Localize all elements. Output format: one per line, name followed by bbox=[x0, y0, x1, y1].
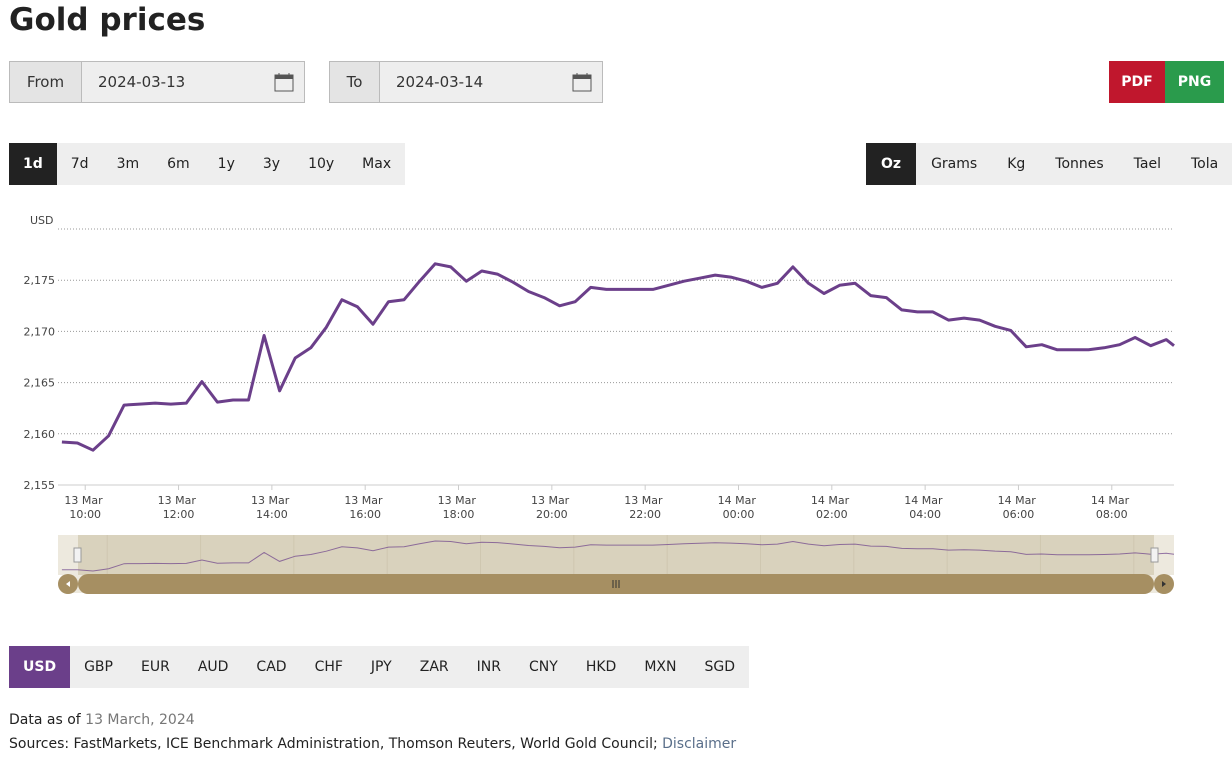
y-tick-label: 2,155 bbox=[24, 479, 56, 492]
pdf-button[interactable]: PDF bbox=[1109, 61, 1165, 103]
y-axis-label: USD bbox=[30, 214, 54, 227]
from-value[interactable]: 2024-03-13 bbox=[98, 73, 186, 91]
currency-button[interactable]: EUR bbox=[140, 659, 170, 675]
currency-button[interactable]: USD bbox=[9, 646, 71, 688]
period-button[interactable]: 3y bbox=[262, 156, 281, 172]
arrow-icon bbox=[1162, 581, 1166, 587]
currency-button[interactable]: CHF bbox=[314, 659, 343, 675]
x-tick-label: 13 Mar 22:00 bbox=[624, 494, 666, 521]
x-tick-label: 13 Mar 12:00 bbox=[158, 494, 200, 521]
currency-button[interactable]: HKD bbox=[585, 659, 617, 675]
currency-button[interactable]: AUD bbox=[197, 659, 229, 675]
y-tick-label: 2,170 bbox=[24, 325, 56, 338]
x-tick-label: 14 Mar 08:00 bbox=[1091, 494, 1133, 521]
y-tick-label: 2,175 bbox=[24, 274, 56, 287]
data-date-value: 13 March, 2024 bbox=[85, 712, 195, 728]
period-button[interactable]: 3m bbox=[116, 156, 140, 172]
y-tick-label: 2,165 bbox=[24, 377, 56, 390]
x-tick-label: 14 Mar 06:00 bbox=[998, 494, 1040, 521]
currency-button[interactable]: CAD bbox=[256, 659, 287, 675]
sources: Sources: FastMarkets, ICE Benchmark Admi… bbox=[9, 736, 736, 752]
x-tick-label: 13 Mar 14:00 bbox=[251, 494, 293, 521]
currency-button[interactable]: MXN bbox=[644, 659, 677, 675]
png-button[interactable]: PNG bbox=[1165, 61, 1224, 103]
x-tick-label: 13 Mar 10:00 bbox=[64, 494, 106, 521]
disclaimer-link[interactable]: Disclaimer bbox=[662, 736, 737, 752]
navigator-range bbox=[78, 535, 1154, 575]
currency-button[interactable]: ZAR bbox=[419, 659, 449, 675]
from-label: From bbox=[10, 62, 82, 102]
unit-button[interactable]: Oz bbox=[866, 143, 917, 185]
to-value[interactable]: 2024-03-14 bbox=[396, 73, 484, 91]
calendar-icon[interactable] bbox=[274, 72, 294, 92]
currency-button[interactable]: GBP bbox=[84, 659, 113, 675]
chart: USD 2,155 2,160 2,165 2,170 2,175 13 Mar 10:00… bbox=[24, 214, 1175, 594]
navigator-handle[interactable] bbox=[1150, 547, 1159, 563]
currency-button[interactable]: SGD bbox=[704, 659, 735, 675]
navigator-line bbox=[61, 540, 1175, 572]
unit-button[interactable]: Tola bbox=[1191, 156, 1219, 172]
period-button[interactable]: 1y bbox=[217, 156, 235, 172]
to-field[interactable]: To 2024-03-14 bbox=[329, 61, 603, 103]
arrow-icon bbox=[66, 581, 70, 587]
unit-button[interactable]: Tael bbox=[1133, 156, 1161, 172]
currency-button[interactable]: INR bbox=[476, 659, 501, 675]
unit-selector: Oz Grams Kg Tonnes Tael Tola bbox=[866, 143, 1232, 185]
sources-text: Sources: FastMarkets, ICE Benchmark Admi… bbox=[9, 736, 658, 752]
x-tick-label: 13 Mar 16:00 bbox=[344, 494, 386, 521]
x-tick-label: 14 Mar 00:00 bbox=[718, 494, 760, 521]
period-button[interactable]: 7d bbox=[70, 156, 89, 172]
price-line bbox=[61, 262, 1175, 452]
period-button[interactable]: Max bbox=[362, 156, 392, 172]
x-tick-label: 14 Mar 04:00 bbox=[904, 494, 946, 521]
x-tick-label: 13 Mar 18:00 bbox=[438, 494, 480, 521]
x-tick-label: 14 Mar 02:00 bbox=[811, 494, 853, 521]
y-tick-label: 2,160 bbox=[24, 428, 56, 441]
from-field[interactable]: From 2024-03-13 bbox=[9, 61, 305, 103]
period-button[interactable]: 10y bbox=[308, 156, 335, 172]
unit-button[interactable]: Grams bbox=[931, 156, 978, 172]
period-button[interactable]: 1d bbox=[9, 143, 57, 185]
period-selector: 1d 7d 3m 6m 1y 3y 10y Max bbox=[9, 143, 406, 185]
calendar-icon[interactable] bbox=[572, 72, 592, 92]
navigator-handle[interactable] bbox=[73, 547, 82, 563]
data-date: Data as of 13 March, 2024 bbox=[9, 712, 195, 728]
currency-button[interactable]: CNY bbox=[529, 659, 558, 675]
page-title: Gold prices bbox=[9, 2, 206, 38]
currency-button[interactable]: JPY bbox=[370, 659, 392, 675]
to-label: To bbox=[330, 62, 380, 102]
unit-button[interactable]: Kg bbox=[1007, 156, 1026, 172]
currency-selector: USD GBP EUR AUD CAD CHF JPY ZAR INR CNY HKD MXN SGD bbox=[9, 646, 749, 688]
period-button[interactable]: 6m bbox=[167, 156, 190, 172]
data-date-label: Data as of bbox=[9, 712, 81, 728]
x-tick-label: 13 Mar 20:00 bbox=[531, 494, 573, 521]
unit-button[interactable]: Tonnes bbox=[1055, 156, 1104, 172]
